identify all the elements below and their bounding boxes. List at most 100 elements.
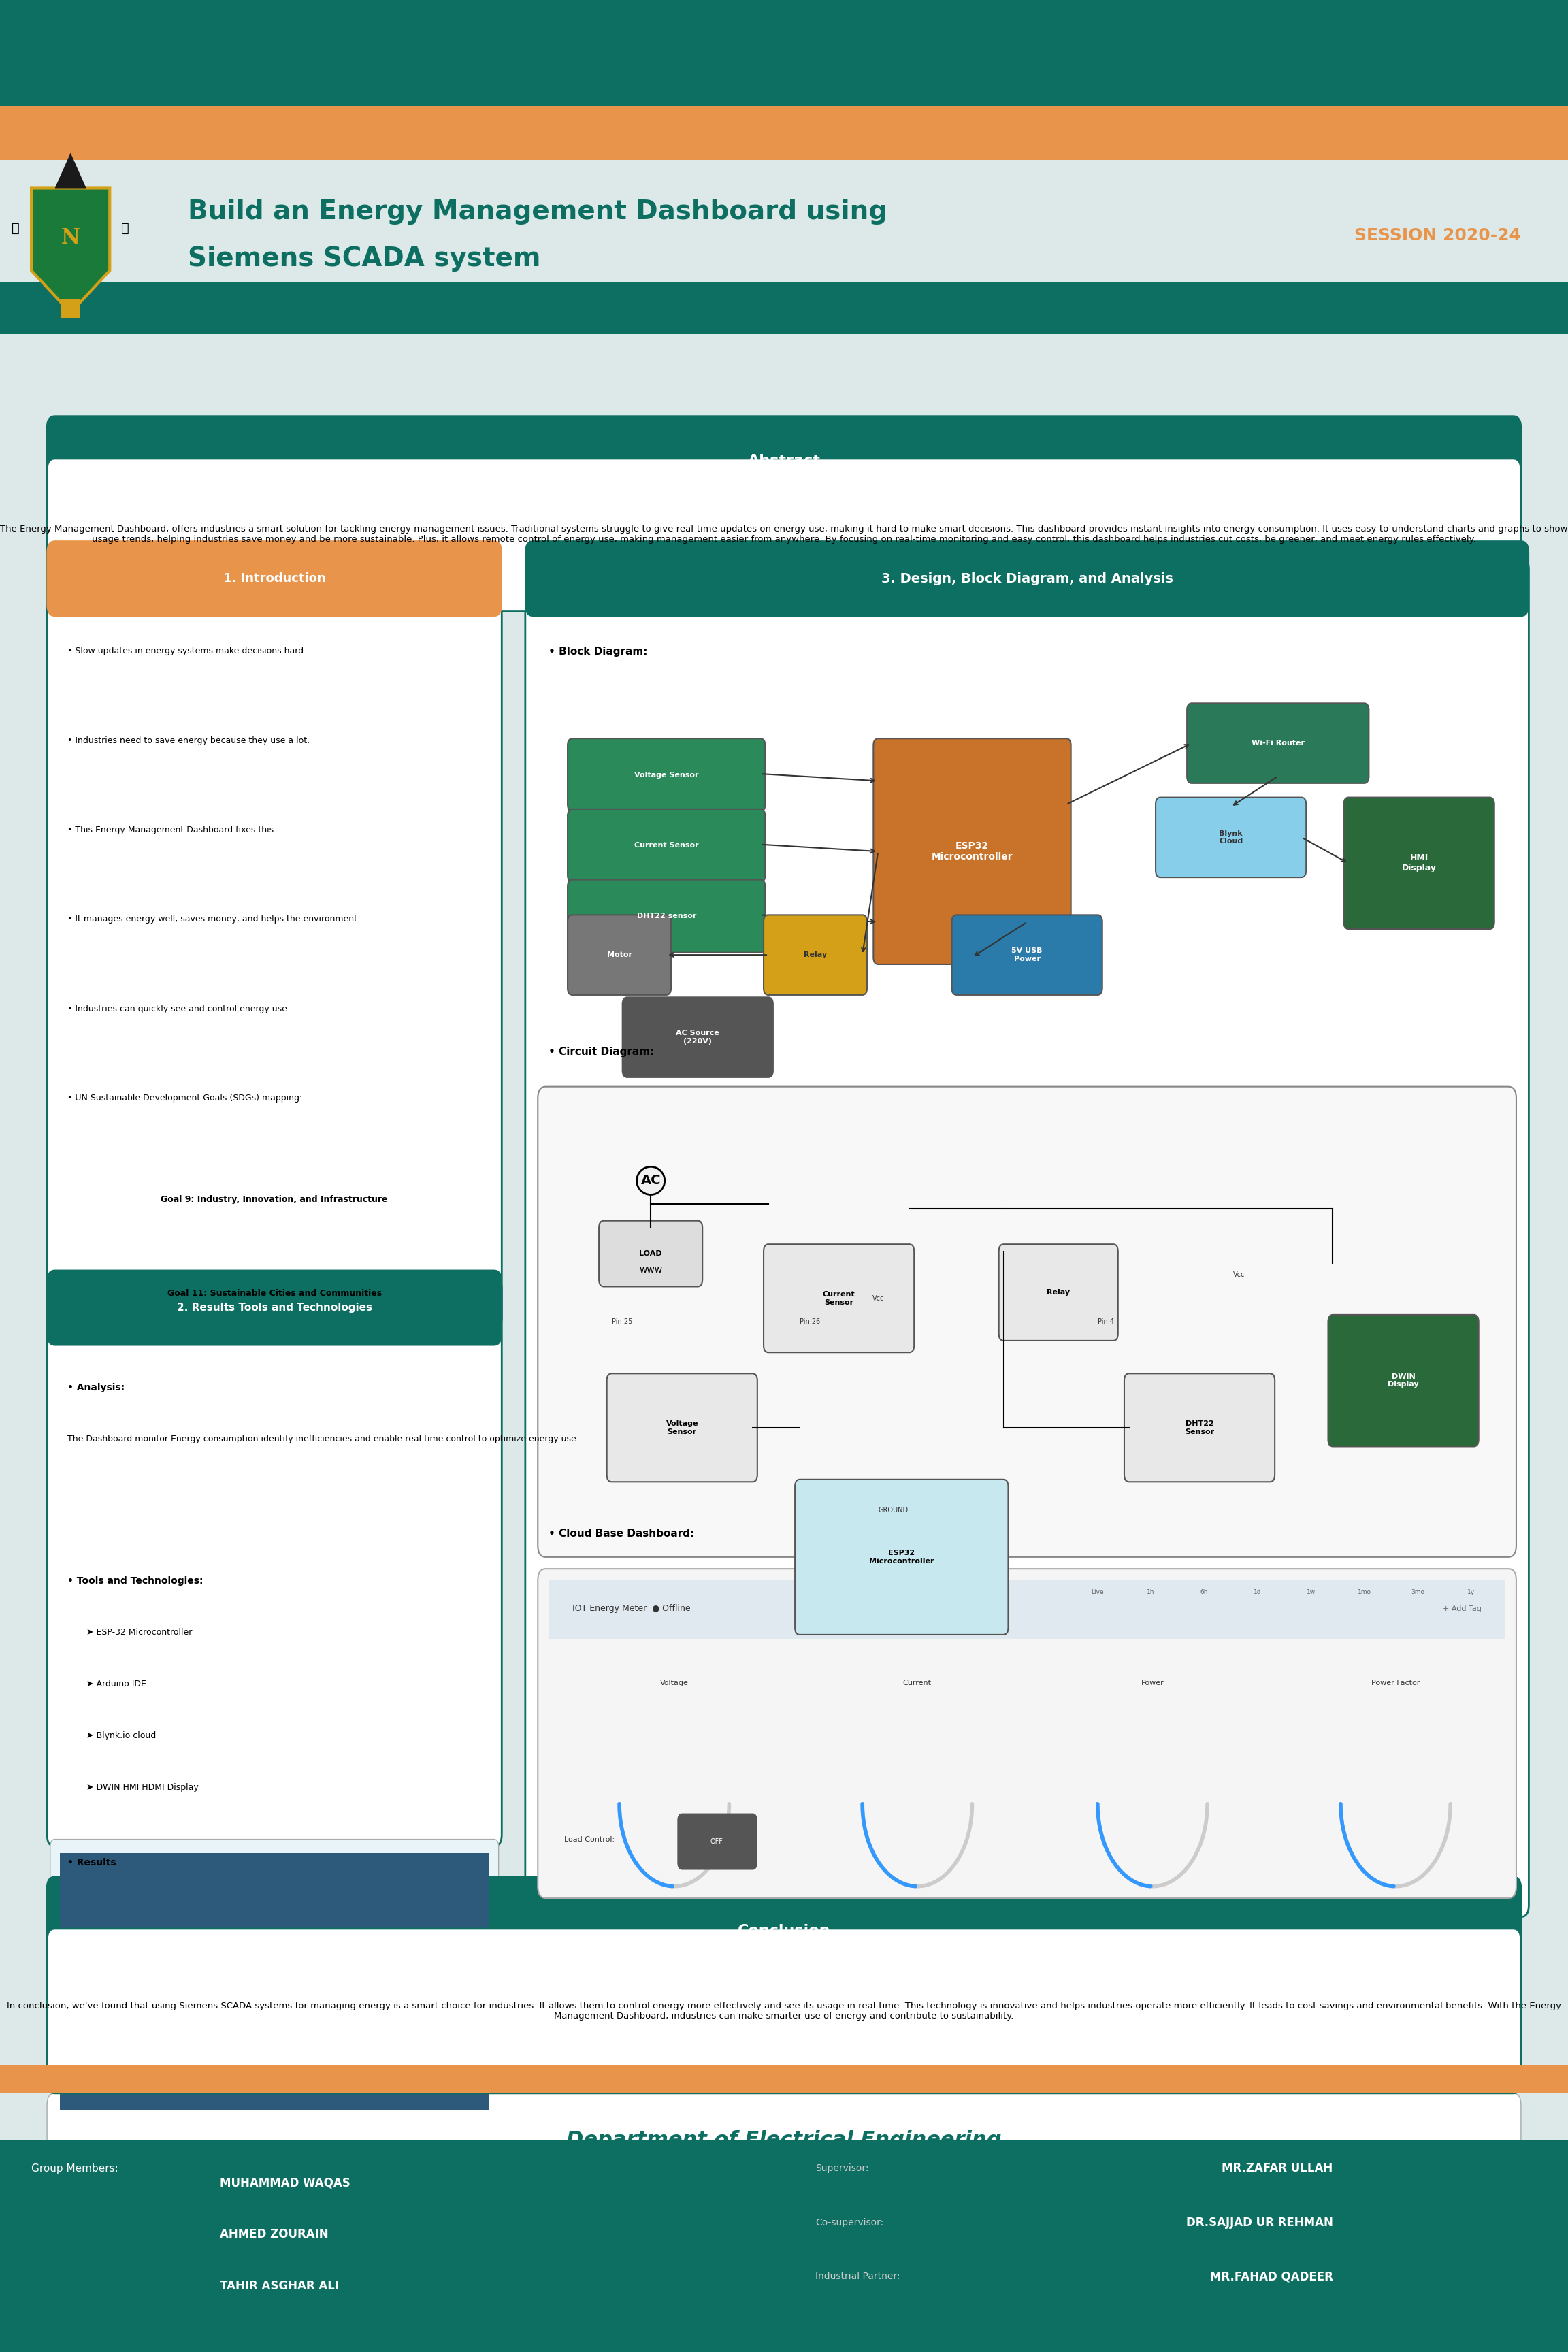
FancyBboxPatch shape xyxy=(1187,703,1369,783)
FancyBboxPatch shape xyxy=(568,915,671,995)
Text: • Block Diagram:: • Block Diagram: xyxy=(549,647,648,656)
Text: DR.SAJJAD UR REHMAN: DR.SAJJAD UR REHMAN xyxy=(1185,2216,1333,2230)
Text: Current: Current xyxy=(903,1679,931,1686)
FancyBboxPatch shape xyxy=(0,106,1568,160)
Text: Power: Power xyxy=(1142,1679,1163,1686)
Polygon shape xyxy=(31,188,110,313)
Text: Live: Live xyxy=(1091,1590,1104,1595)
FancyBboxPatch shape xyxy=(764,915,867,995)
Text: 5V USB
Power: 5V USB Power xyxy=(1011,948,1043,962)
FancyBboxPatch shape xyxy=(568,809,765,882)
Text: 1h: 1h xyxy=(1148,1590,1154,1595)
FancyBboxPatch shape xyxy=(47,541,502,616)
FancyBboxPatch shape xyxy=(60,1853,489,2110)
Text: Voltage Sensor: Voltage Sensor xyxy=(633,771,699,779)
FancyBboxPatch shape xyxy=(0,2065,1568,2093)
FancyBboxPatch shape xyxy=(538,1569,1516,1898)
Text: • It manages energy well, saves money, and helps the environment.: • It manages energy well, saves money, a… xyxy=(67,915,361,924)
Text: 🌾: 🌾 xyxy=(121,221,130,235)
Text: ➤ DWIN HMI HDMI Display: ➤ DWIN HMI HDMI Display xyxy=(86,1783,199,1792)
Text: SESSION 2020-24: SESSION 2020-24 xyxy=(1355,228,1521,242)
FancyBboxPatch shape xyxy=(952,915,1102,995)
Text: Department of Electrical Engineering: Department of Electrical Engineering xyxy=(566,2131,1002,2150)
Text: GROUND: GROUND xyxy=(878,1508,908,1512)
FancyBboxPatch shape xyxy=(795,1479,1008,1635)
Text: DWIN
Display: DWIN Display xyxy=(1388,1374,1419,1388)
Text: • This Energy Management Dashboard fixes this.: • This Energy Management Dashboard fixes… xyxy=(67,826,276,835)
Text: Voltage: Voltage xyxy=(660,1679,688,1686)
Text: AHMED ZOURAIN: AHMED ZOURAIN xyxy=(220,2227,328,2241)
Text: TAHIR ASGHAR ALI: TAHIR ASGHAR ALI xyxy=(220,2279,339,2293)
Text: • Circuit Diagram:: • Circuit Diagram: xyxy=(549,1047,654,1056)
FancyBboxPatch shape xyxy=(50,1839,499,2124)
Text: • Industries need to save energy because they use a lot.: • Industries need to save energy because… xyxy=(67,736,310,746)
Text: LOAD: LOAD xyxy=(640,1251,662,1256)
FancyBboxPatch shape xyxy=(764,1244,914,1352)
Text: DHT22 sensor: DHT22 sensor xyxy=(637,913,696,920)
Text: ➤ ESP-32 Microcontroller: ➤ ESP-32 Microcontroller xyxy=(86,1628,191,1637)
Text: Blynk
Cloud: Blynk Cloud xyxy=(1218,830,1243,844)
Text: Power Factor: Power Factor xyxy=(1372,1679,1419,1686)
FancyBboxPatch shape xyxy=(1156,797,1306,877)
FancyBboxPatch shape xyxy=(525,541,1529,616)
Text: 2. Results Tools and Technologies: 2. Results Tools and Technologies xyxy=(177,1303,372,1312)
FancyBboxPatch shape xyxy=(1328,1315,1479,1446)
FancyBboxPatch shape xyxy=(47,416,1521,612)
Text: • Industries can quickly see and control energy use.: • Industries can quickly see and control… xyxy=(67,1004,290,1014)
Text: The Energy Management Dashboard, offers industries a smart solution for tackling: The Energy Management Dashboard, offers … xyxy=(0,524,1568,543)
FancyBboxPatch shape xyxy=(607,1374,757,1482)
FancyBboxPatch shape xyxy=(61,299,80,318)
Text: N: N xyxy=(61,228,80,247)
Text: 1mo: 1mo xyxy=(1358,1590,1370,1595)
Text: 1y: 1y xyxy=(1468,1590,1474,1595)
Text: Relay: Relay xyxy=(804,953,826,957)
Text: • Results: • Results xyxy=(67,1858,116,1867)
Text: MR.ZAFAR ULLAH: MR.ZAFAR ULLAH xyxy=(1221,2161,1333,2176)
Text: HMI
Display: HMI Display xyxy=(1402,854,1436,873)
Text: Relay: Relay xyxy=(1047,1289,1069,1296)
FancyBboxPatch shape xyxy=(599,1221,702,1287)
Text: Current
Sensor: Current Sensor xyxy=(823,1291,855,1305)
Text: Goal 11: Sustainable Cities and Communities: Goal 11: Sustainable Cities and Communit… xyxy=(168,1289,381,1298)
FancyBboxPatch shape xyxy=(538,1087,1516,1557)
Text: The Dashboard monitor Energy consumption identify inefficiencies and enable real: The Dashboard monitor Energy consumption… xyxy=(67,1435,579,1444)
Text: Group Members:: Group Members: xyxy=(31,2164,118,2173)
FancyBboxPatch shape xyxy=(0,0,1568,106)
Text: Conclusion: Conclusion xyxy=(737,1924,831,1938)
FancyBboxPatch shape xyxy=(568,739,765,811)
Text: Supervisor:: Supervisor: xyxy=(815,2164,869,2173)
FancyBboxPatch shape xyxy=(1124,1374,1275,1482)
Text: 🌾: 🌾 xyxy=(11,221,20,235)
Text: ESP32
Microcontroller: ESP32 Microcontroller xyxy=(931,842,1013,861)
FancyBboxPatch shape xyxy=(549,1581,1505,1639)
Text: 3mo: 3mo xyxy=(1411,1590,1424,1595)
FancyBboxPatch shape xyxy=(0,282,1568,334)
Text: In conclusion, we've found that using Siemens SCADA systems for managing energy : In conclusion, we've found that using Si… xyxy=(6,2002,1562,2020)
FancyBboxPatch shape xyxy=(47,1877,1521,2093)
FancyBboxPatch shape xyxy=(47,557,502,1329)
Text: Vcc: Vcc xyxy=(1232,1272,1245,1277)
Text: MR.FAHAD QADEER: MR.FAHAD QADEER xyxy=(1209,2270,1333,2284)
FancyBboxPatch shape xyxy=(47,1270,502,1345)
FancyBboxPatch shape xyxy=(999,1244,1118,1341)
FancyBboxPatch shape xyxy=(622,997,773,1077)
Text: Wi-Fi Router: Wi-Fi Router xyxy=(1251,741,1305,746)
Text: Pin 4: Pin 4 xyxy=(1098,1319,1113,1324)
Text: 1. Introduction: 1. Introduction xyxy=(223,572,326,586)
Text: DHT22
Sensor: DHT22 Sensor xyxy=(1185,1421,1214,1435)
FancyBboxPatch shape xyxy=(47,1929,1521,2093)
Text: 6h: 6h xyxy=(1201,1590,1207,1595)
Text: 1d: 1d xyxy=(1254,1590,1261,1595)
Polygon shape xyxy=(55,153,86,188)
FancyBboxPatch shape xyxy=(47,1277,502,1846)
Text: • Cloud Base Dashboard:: • Cloud Base Dashboard: xyxy=(549,1529,695,1538)
Text: OFF: OFF xyxy=(710,1839,723,1844)
Text: Siemens SCADA system: Siemens SCADA system xyxy=(188,247,541,270)
Text: Abstract: Abstract xyxy=(748,454,820,468)
Text: Motor: Motor xyxy=(607,953,632,957)
Text: + Add Tag: + Add Tag xyxy=(1443,1606,1482,1611)
FancyBboxPatch shape xyxy=(677,1813,757,1870)
Text: • Slow updates in energy systems make decisions hard.: • Slow updates in energy systems make de… xyxy=(67,647,306,656)
Text: IOT Energy Meter: IOT Energy Meter xyxy=(241,1978,307,1985)
Text: AC Source
(220V): AC Source (220V) xyxy=(676,1030,720,1044)
